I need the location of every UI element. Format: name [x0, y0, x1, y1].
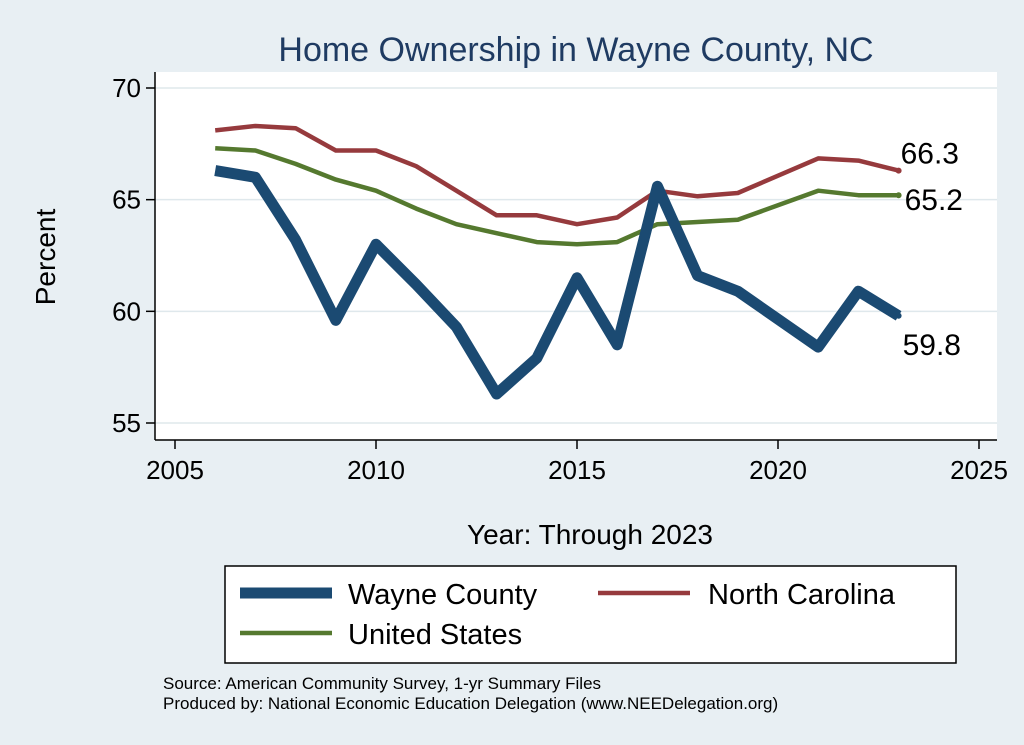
end-label-north-carolina: 66.3: [901, 138, 959, 171]
x-axis-label: Year: Through 2023: [467, 519, 713, 550]
legend: Wayne County North Carolina United State…: [224, 565, 957, 664]
series-line-north-carolina: [214, 123, 900, 227]
series-line-wayne-county: [214, 165, 902, 400]
axes: [146, 72, 997, 449]
x-tick-label-2015: 2015: [548, 455, 606, 485]
y-tick-label-65: 65: [112, 185, 141, 215]
end-labels: 59.8 66.3 65.2: [901, 138, 963, 362]
legend-label-united-states: United States: [348, 619, 522, 651]
chart-title: Home Ownership in Wayne County, NC: [278, 31, 873, 69]
end-label-united-states: 65.2: [905, 184, 963, 217]
grid-lines: [155, 87, 997, 424]
x-tick-label-2010: 2010: [347, 455, 405, 485]
series-end-point-united-states: [895, 192, 902, 199]
y-tick-label-70: 70: [112, 73, 141, 103]
y-tick-label-55: 55: [112, 408, 141, 438]
legend-label-wayne-county: Wayne County: [348, 579, 538, 611]
producer-note: Produced by: National Economic Education…: [163, 694, 778, 713]
x-tick-label-2025: 2025: [950, 455, 1008, 485]
legend-label-north-carolina: North Carolina: [708, 579, 896, 611]
series-end-point-north-carolina: [895, 167, 902, 174]
series-line-united-states: [215, 146, 899, 247]
x-tick-label-2020: 2020: [749, 455, 807, 485]
plot-area: [155, 72, 997, 440]
series-lines: [214, 123, 902, 400]
legend-box: [224, 565, 957, 664]
series-end-point-wayne-county: [895, 312, 902, 319]
source-note: Source: American Community Survey, 1-yr …: [163, 674, 601, 693]
x-tick-label-2005: 2005: [146, 455, 204, 485]
y-axis-label: Percent: [30, 209, 61, 306]
y-tick-label-60: 60: [112, 296, 141, 326]
end-label-wayne-county: 59.8: [903, 329, 961, 362]
tick-labels: 55 60 65 70 2005 2010 2015 2020 2025: [112, 73, 1008, 485]
